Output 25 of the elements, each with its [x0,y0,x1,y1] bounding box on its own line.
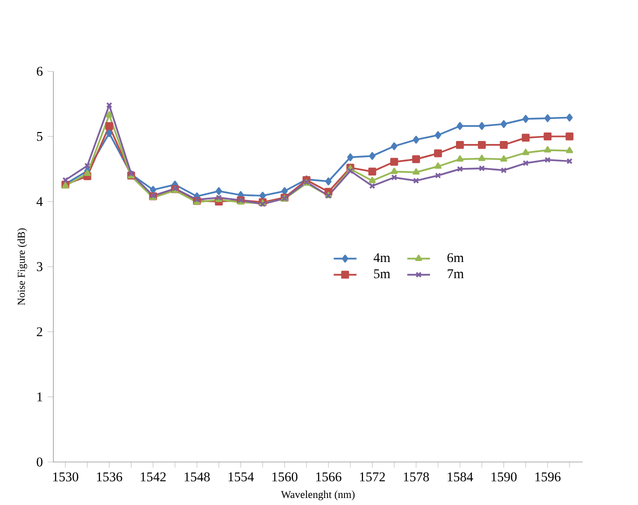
y-tick-label: 5 [37,132,42,142]
y-tick-label: 2 [36,328,42,336]
y-tick-label: 6 [36,67,43,76]
x-tick-label: 1536 [97,472,122,482]
y-axis-title: Noise Figure (dB) [17,228,28,306]
legend-label: 4m [374,253,390,262]
x-tick-label: 1566 [316,472,342,482]
x-tick-label: 1584 [448,472,474,482]
x-tick-label: 1590 [492,472,517,482]
legend-label: 5m [374,270,390,278]
x-axis-title: Wavelenght (nm) [280,490,355,500]
x-tick-label: 1560 [272,472,298,482]
legend-label: 7m [448,270,464,278]
x-tick-label: 1554 [228,472,254,482]
y-tick-label: 1 [37,392,42,402]
y-tick-label: 0 [36,458,42,467]
x-tick-label: 1578 [404,472,429,482]
y-tick-label: 4 [36,197,43,206]
x-tick-label: 1530 [53,472,78,482]
x-tick-label: 1542 [140,472,166,482]
legend-label: 6m [447,253,464,262]
x-tick-label: 1572 [360,472,385,482]
x-tick-label: 1596 [535,472,561,482]
x-tick-label: 1548 [184,472,210,482]
y-tick-label: 3 [36,262,42,272]
